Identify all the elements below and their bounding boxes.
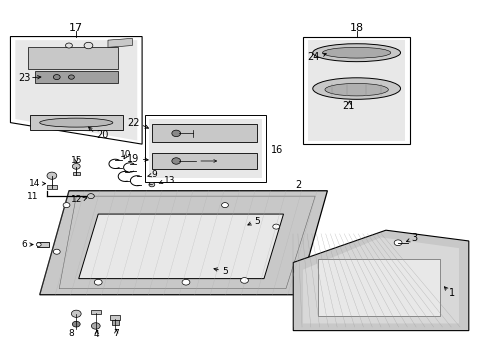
Circle shape (71, 310, 81, 318)
Circle shape (87, 194, 94, 199)
Bar (303, 37, 409, 144)
Text: 5: 5 (254, 217, 260, 226)
Text: 6: 6 (22, 240, 27, 249)
Circle shape (47, 172, 57, 179)
Text: 22: 22 (127, 118, 140, 128)
Ellipse shape (312, 78, 400, 99)
Circle shape (171, 158, 180, 164)
Polygon shape (27, 47, 118, 69)
Polygon shape (30, 116, 122, 130)
Text: 7: 7 (113, 329, 119, 338)
Circle shape (91, 323, 100, 329)
Circle shape (171, 130, 180, 136)
Text: 12: 12 (71, 195, 82, 204)
Circle shape (84, 42, 93, 49)
Polygon shape (35, 71, 118, 83)
Polygon shape (152, 153, 256, 169)
Text: 11: 11 (27, 192, 39, 201)
Circle shape (240, 278, 248, 283)
Text: 8: 8 (68, 329, 74, 338)
Circle shape (68, 75, 74, 79)
Circle shape (393, 240, 401, 246)
Text: 2: 2 (295, 180, 301, 190)
Text: 20: 20 (96, 130, 108, 140)
Circle shape (53, 249, 60, 254)
Polygon shape (10, 37, 142, 144)
Circle shape (182, 279, 189, 285)
Text: 4: 4 (94, 330, 100, 339)
Circle shape (94, 279, 102, 285)
Circle shape (72, 321, 80, 327)
Bar (110, 315, 120, 320)
Ellipse shape (325, 84, 387, 96)
Polygon shape (40, 191, 327, 295)
Text: 5: 5 (222, 267, 228, 276)
Bar (37, 242, 49, 247)
Polygon shape (152, 125, 256, 142)
Text: 17: 17 (69, 23, 83, 33)
Polygon shape (79, 214, 283, 279)
Bar (112, 320, 119, 324)
Text: 9: 9 (152, 170, 157, 179)
Text: 10: 10 (120, 150, 131, 159)
Text: 1: 1 (448, 288, 454, 298)
Ellipse shape (322, 47, 390, 58)
Text: 21: 21 (341, 102, 354, 112)
Polygon shape (293, 230, 468, 330)
Bar (91, 310, 101, 315)
Circle shape (53, 75, 60, 80)
Circle shape (221, 203, 228, 208)
Text: 13: 13 (163, 176, 175, 185)
Text: 24: 24 (306, 52, 319, 62)
Bar (73, 172, 80, 175)
Bar (144, 116, 266, 182)
Bar (47, 185, 57, 189)
Text: 16: 16 (271, 144, 283, 154)
Circle shape (63, 203, 70, 208)
Circle shape (36, 243, 41, 246)
Ellipse shape (312, 44, 400, 62)
Text: 3: 3 (411, 233, 417, 243)
Bar (149, 119, 261, 178)
Polygon shape (15, 40, 137, 140)
Text: 14: 14 (29, 179, 41, 188)
Text: 18: 18 (349, 23, 363, 33)
Bar (307, 40, 405, 140)
Circle shape (272, 224, 279, 229)
Ellipse shape (40, 118, 113, 127)
Polygon shape (108, 39, 132, 47)
Polygon shape (317, 259, 439, 316)
Circle shape (65, 43, 72, 48)
Text: 19: 19 (127, 154, 140, 164)
Circle shape (149, 183, 155, 187)
Circle shape (72, 163, 80, 169)
Text: 15: 15 (70, 156, 82, 165)
Text: 23: 23 (18, 73, 30, 83)
Polygon shape (303, 237, 458, 323)
